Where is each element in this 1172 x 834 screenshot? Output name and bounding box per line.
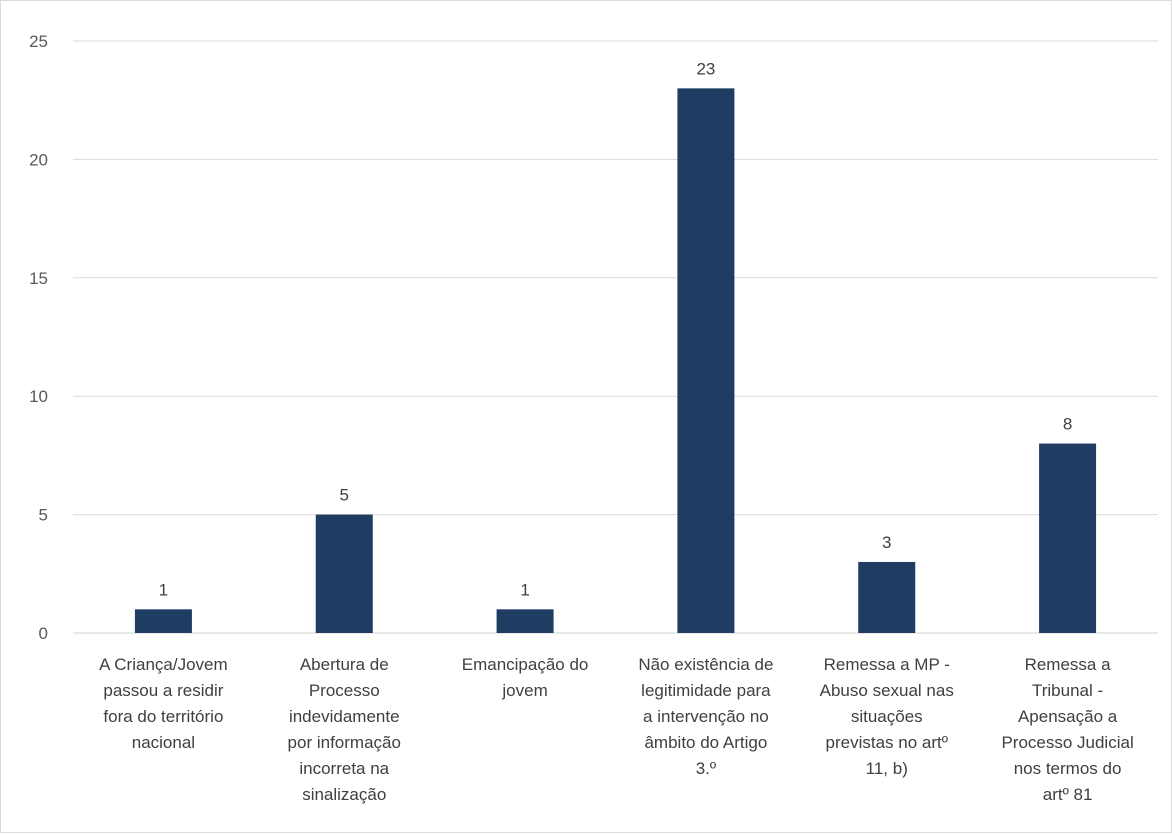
x-category-label-line: Abertura de [299, 655, 389, 674]
x-category-label-line: incorreta na [299, 759, 390, 778]
x-category-label: A Criança/Jovem passou a residir fora do t… [76, 652, 251, 756]
x-category-label-line: Processo Judicial [1001, 733, 1134, 752]
y-tick-label: 15 [29, 269, 48, 288]
y-tick-label: 5 [39, 506, 48, 525]
x-category-label-line: A Criança/Jovem [99, 655, 228, 674]
x-category-label-line: passou a residir [103, 681, 224, 700]
bar [858, 561, 916, 633]
y-tick-label: 20 [29, 150, 48, 169]
x-category-label-line: nos termos do [1013, 759, 1122, 778]
x-category-label: Remessa a MP - Abuso sexual nas situações p… [799, 652, 974, 782]
data-label: 8 [1063, 415, 1072, 434]
bar [677, 88, 735, 634]
x-category-label-line: indevidamente [288, 707, 400, 726]
x-category-label-line: jovem [502, 681, 548, 700]
x-category-label-line: Remessa a [1024, 655, 1111, 674]
x-category-label: Abertura de Processo indevidamente por info… [257, 652, 432, 808]
x-category-label-line: Não existência de [638, 655, 774, 674]
x-category-label-line: a intervenção no [643, 707, 769, 726]
x-category-label-line: Processo [308, 681, 380, 700]
x-category-label-line: Emancipação do [461, 655, 589, 674]
bar [315, 514, 373, 633]
x-category-label-line: previstas no artº [825, 733, 948, 752]
bar [496, 609, 554, 633]
bar [134, 609, 192, 633]
x-category-label-line: situações [850, 707, 923, 726]
x-category-label-line: Tribunal - [1031, 681, 1104, 700]
bar [1039, 443, 1097, 633]
x-category-label-line: âmbito do Artigo [644, 733, 768, 752]
x-category-label-line: fora do território [103, 707, 224, 726]
data-label: 5 [340, 486, 349, 505]
x-category-label: Remessa a Tribunal - Apensação a Processo J… [980, 652, 1155, 808]
y-tick-label: 10 [29, 387, 48, 406]
x-category-label-line: por informação [287, 733, 401, 752]
x-category-label: Emancipação do jovem [438, 652, 613, 704]
x-category-label-line: 11, b) [865, 759, 908, 778]
x-category-label-line: nacional [131, 733, 196, 752]
x-category-label-line: sinalização [302, 785, 387, 804]
x-category-label-line: legitimidade para [641, 681, 771, 700]
x-category-label-line: artº 81 [1042, 785, 1093, 804]
x-category-label-line: Abuso sexual nas [819, 681, 954, 700]
x-category-label: Não existência de legitimidade para a inte… [618, 652, 793, 782]
data-label: 3 [882, 533, 891, 552]
x-category-label-line: Remessa a MP - [823, 655, 950, 674]
y-tick-label: 0 [39, 624, 48, 643]
y-tick-label: 25 [29, 32, 48, 51]
x-category-label-line: 3.º [695, 759, 717, 778]
data-label: 23 [696, 59, 715, 78]
data-label: 1 [520, 580, 529, 599]
x-category-label-line: Apensação a [1017, 707, 1118, 726]
data-label: 1 [159, 580, 168, 599]
